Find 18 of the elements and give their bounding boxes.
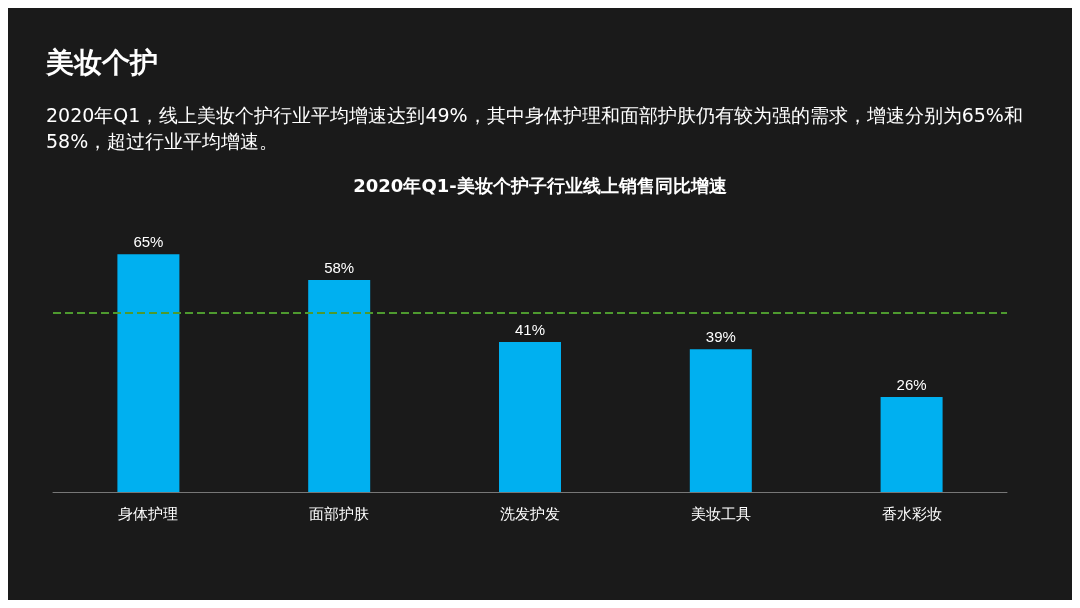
bar (880, 396, 943, 492)
chart-title: 2020年Q1-美妆个护子行业线上销售同比增速 (353, 174, 727, 196)
data-label: 39% (705, 328, 736, 346)
x-tick-label: 洗发护发 (500, 505, 560, 522)
bar (117, 254, 180, 492)
text: 美妆个护 (45, 45, 158, 79)
x-tick-label: 面部护肤 (309, 505, 370, 522)
data-label: 41% (514, 321, 546, 339)
text: 2020年Q1，线上美妆个护行业平均增速达到49%，其中身体护理和面部护肤仍有较为强的需求，增速分别为65%和58%，超过行业平均增速。 (46, 104, 1023, 152)
x-tick-label: 身体护理 (118, 505, 179, 522)
data-label: 26% (896, 375, 927, 393)
data-label: 65% (133, 233, 164, 251)
data-label: 58% (324, 258, 355, 276)
x-tick-label: 香水彩妆 (881, 505, 942, 522)
bar (308, 279, 371, 492)
bar (689, 349, 752, 492)
bar (499, 342, 561, 492)
x-tick-label: 美妆工具 (690, 505, 751, 522)
